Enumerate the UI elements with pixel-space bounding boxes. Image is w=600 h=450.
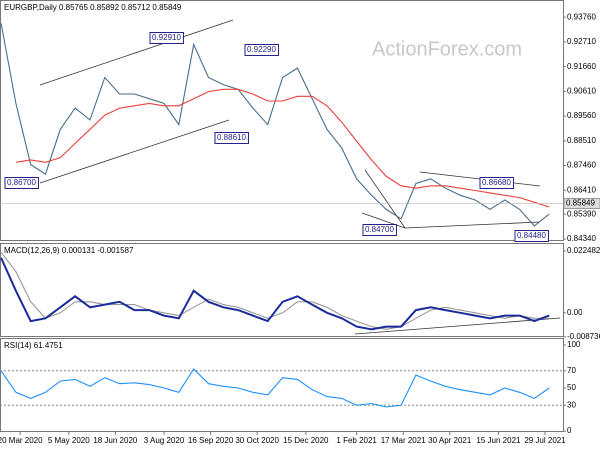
price-label: 0.92910 <box>152 33 181 42</box>
panel-title: EURGBP,Daily 0.85765 0.85892 0.85712 0.8… <box>4 3 182 12</box>
y-tick-label: 30 <box>567 400 576 409</box>
x-tick-label: 18 Jun 2020 <box>93 436 138 445</box>
series-line <box>15 88 550 208</box>
watermark: ActionForex.com <box>372 38 522 60</box>
trend-line <box>361 212 406 229</box>
y-tick-label: 0 <box>567 426 572 435</box>
y-tick-label: 0.85390 <box>567 209 596 218</box>
macd-panel <box>0 243 564 337</box>
y-tick-label: -0.008736 <box>567 332 600 341</box>
x-tick-label: 17 Mar 2021 <box>381 436 426 445</box>
series-line <box>0 257 550 331</box>
channel-line <box>39 119 230 184</box>
trend-line <box>364 169 406 229</box>
series-line <box>0 251 550 330</box>
price-label: 0.84480 <box>517 231 546 240</box>
y-tick-label: 70 <box>567 366 576 375</box>
y-tick-label: 0.91660 <box>567 62 596 71</box>
trend-line <box>404 221 541 229</box>
y-tick-label: 50 <box>567 383 576 392</box>
price-panel <box>0 0 564 241</box>
y-tick-label: 0.89560 <box>567 111 596 120</box>
y-tick-label: 100 <box>567 340 581 349</box>
y-tick-label: 0.87460 <box>567 161 596 170</box>
price-label-box <box>244 44 279 56</box>
x-tick-label: 29 Jul 2021 <box>524 436 566 445</box>
y-tick-label: 0.93760 <box>567 12 596 21</box>
rsi-panel <box>0 338 564 432</box>
channel-line <box>39 19 234 86</box>
last-price-box <box>563 198 600 210</box>
price-label: 0.86680 <box>482 178 511 187</box>
x-tick-label: 5 May 2020 <box>48 436 90 445</box>
price-label-box <box>149 32 184 44</box>
price-label-box <box>479 177 514 189</box>
x-tick-label: 15 Jun 2021 <box>476 436 521 445</box>
panel-title: RSI(14) 61.4751 <box>4 341 63 350</box>
price-label-box <box>362 224 397 236</box>
y-tick-label: 0.92710 <box>567 37 596 46</box>
y-tick-label: 0.022482 <box>567 246 600 255</box>
y-tick-label: 0.90610 <box>567 86 596 95</box>
trend-line <box>354 317 561 335</box>
price-label: 0.86700 <box>7 178 36 187</box>
price-label: 0.84700 <box>365 225 394 234</box>
last-price-label: 0.85849 <box>566 199 595 208</box>
panel-title: MACD(12,26,9) 0.000131 -0.001587 <box>4 246 134 255</box>
x-tick-label: 15 Dec 2020 <box>283 436 329 445</box>
x-tick-label: 3 Aug 2020 <box>144 436 185 445</box>
x-tick-label: 1 Feb 2021 <box>336 436 377 445</box>
series-line <box>0 368 550 408</box>
y-tick-label: 0.86410 <box>567 185 596 194</box>
price-label-box <box>514 230 549 242</box>
y-tick-label: 0.84340 <box>567 234 596 243</box>
y-tick-label: 0.88510 <box>567 136 596 145</box>
x-tick-label: 30 Apr 2021 <box>428 436 472 445</box>
y-tick-label: 0.00 <box>567 308 583 317</box>
x-tick-label: 30 Oct 2020 <box>235 436 279 445</box>
price-label: 0.92290 <box>247 45 276 54</box>
price-label-box <box>214 132 249 144</box>
x-tick-label: 16 Sep 2020 <box>188 436 234 445</box>
price-label: 0.88610 <box>217 133 246 142</box>
price-label-box <box>4 177 39 189</box>
x-tick-label: 20 Mar 2020 <box>0 436 43 445</box>
